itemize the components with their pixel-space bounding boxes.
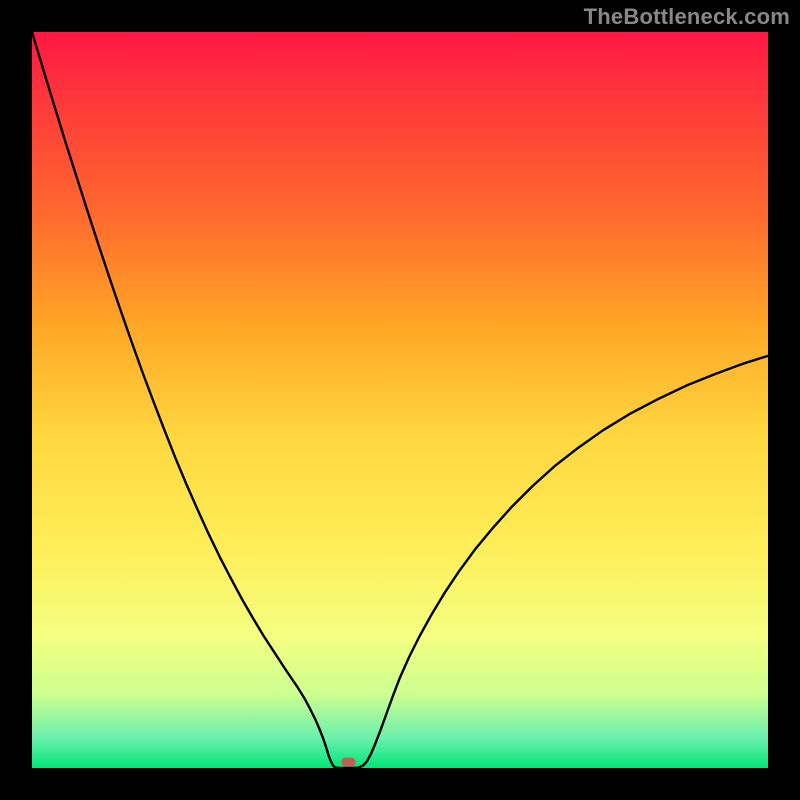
- plot-svg: [32, 32, 768, 768]
- optimum-marker: [342, 758, 355, 767]
- watermark-text: TheBottleneck.com: [584, 4, 790, 30]
- plot-area: [32, 32, 768, 768]
- chart-outer-frame: TheBottleneck.com: [0, 0, 800, 800]
